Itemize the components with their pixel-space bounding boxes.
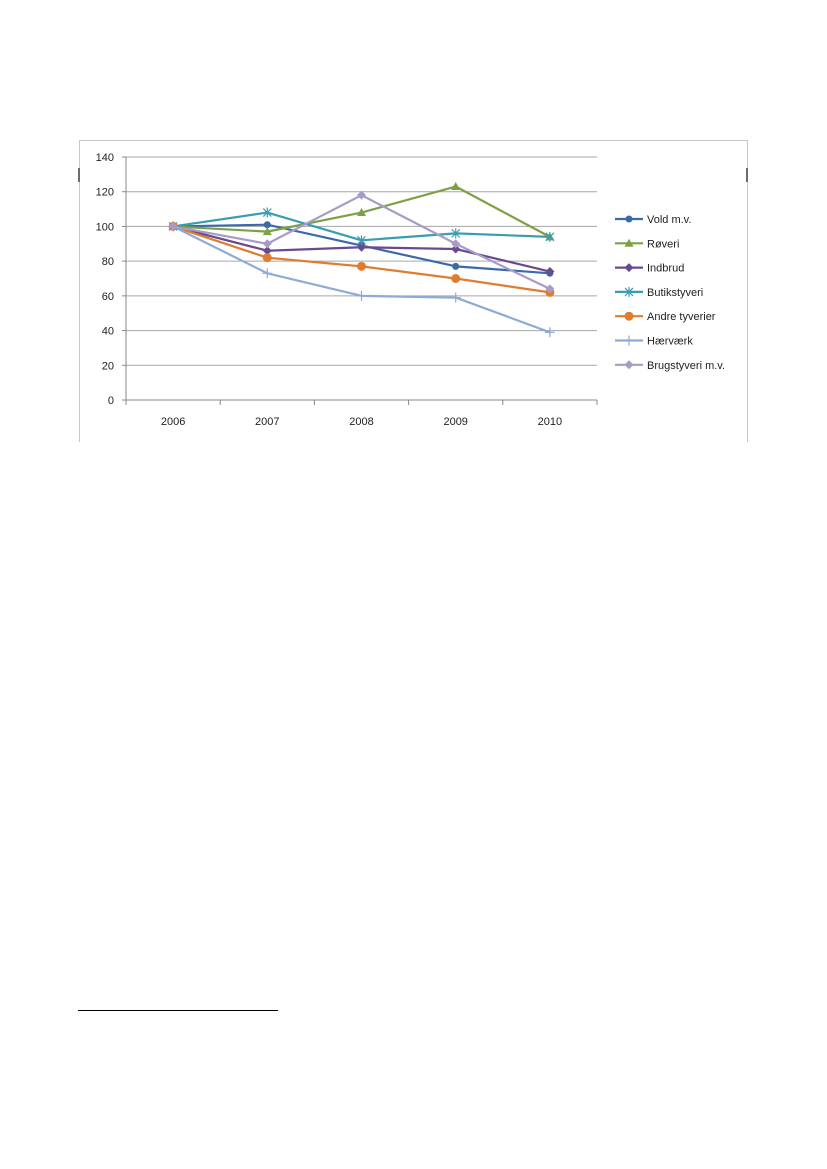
series-6-point [450,292,461,303]
legend-label: Røveri [647,238,679,250]
series-6-point [262,268,273,279]
series-1-point [452,262,460,270]
footnote-separator [78,1010,278,1011]
series-5-point [262,253,272,263]
y-tick-label: 80 [102,256,114,268]
x-tick-label: 2010 [538,416,562,428]
series-4-point [451,228,461,239]
legend-entry: Vold m.v. [615,214,691,226]
series-5-point [451,274,461,283]
y-tick-label: 20 [102,360,114,372]
series-2-point [357,208,366,217]
line-chart: 0 20 40 60 80 100 120 140 2006 2007 2008 2009 2010 V… [96,152,725,428]
series-2-point [262,227,272,236]
series-4-point [357,235,366,246]
series-1-point [263,221,271,229]
series-5-point [357,261,366,271]
series-7-point [168,221,178,231]
y-tick-label: 140 [96,152,114,164]
series-4-point [545,231,555,242]
legend-swatch-marker [624,286,634,297]
legend-entry: Andre tyverier [615,311,716,323]
series-4-point [262,207,272,218]
series-7-point [262,239,272,249]
x-tick-label: 2006 [161,416,185,428]
y-tick-label: 60 [102,291,114,303]
legend-swatch-marker [624,238,634,247]
legend-swatch-marker [624,263,634,273]
series-3-point [357,242,366,252]
legend-swatch-marker [624,311,634,321]
y-tick-label: 120 [96,187,114,199]
legend-entry: Butikstyveri [615,287,703,299]
legend-label: Butikstyveri [647,287,703,299]
x-tick-label: 2009 [443,416,467,428]
legend-label: Indbrud [647,263,684,275]
legend-label: Hærværk [647,336,693,348]
series-3-point [262,246,272,256]
y-tick-label: 100 [96,221,114,233]
legend-swatch-marker [624,335,634,346]
series-6-point [356,290,367,301]
x-tick-label: 2007 [255,416,279,428]
legend-entry: Hærværk [615,335,693,348]
series-7-point [357,190,366,200]
legend-entry: Brugstyveri m.v. [615,360,725,372]
x-tick-label: 2008 [349,416,373,428]
legend-label: Andre tyverier [647,311,716,323]
series-3-point [545,267,555,277]
legend-label: Vold m.v. [647,214,691,226]
series-2-point [451,182,461,191]
series-7-point [451,239,461,249]
series-3-point [451,244,461,254]
y-tick-label: 40 [102,326,114,338]
series-7-point [545,284,555,294]
legend-entry: Indbrud [615,263,684,275]
legend-swatch-marker [624,360,634,370]
chart-frame [79,140,748,442]
legend-swatch-marker [625,215,633,223]
y-tick-label: 0 [108,395,114,407]
legend-label: Brugstyveri m.v. [647,360,725,372]
legend-entry: Røveri [615,238,679,250]
chart-corner-mark-left [78,168,80,182]
chart-corner-mark-right [746,168,748,182]
series-6-point [544,327,555,338]
